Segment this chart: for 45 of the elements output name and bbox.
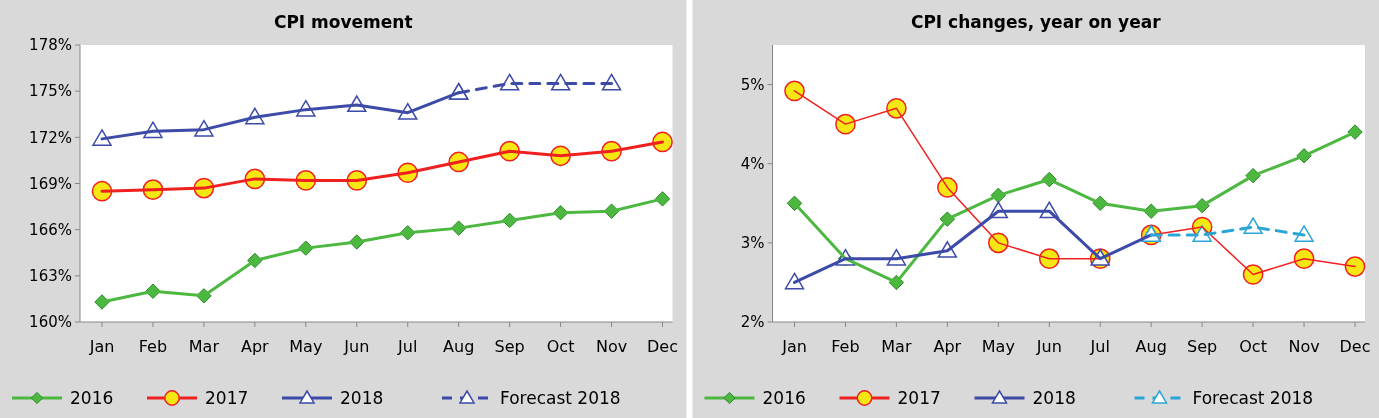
x-tick-label: Feb — [138, 337, 168, 356]
x-tick-label: Mar — [188, 337, 220, 356]
x-tick-label: Sep — [1187, 337, 1218, 356]
x-tick-label: May — [289, 337, 323, 356]
x-tick-label: Aug — [443, 337, 475, 356]
y-tick-label: 178% — [29, 36, 72, 55]
x-tick-label: Nov — [1288, 337, 1320, 356]
x-tick-label: Aug — [1135, 337, 1167, 356]
y-tick-label: 3% — [740, 234, 765, 253]
x-tick-label: Apr — [933, 337, 962, 356]
x-tick-label: Jul — [397, 337, 418, 356]
legend-label: 2018 — [1032, 387, 1076, 408]
y-tick-label: 4% — [740, 154, 765, 173]
x-tick-label: Sep — [494, 337, 525, 356]
y-tick-label: 169% — [29, 174, 72, 193]
x-tick-label: Dec — [1339, 337, 1371, 356]
x-tick-label: May — [981, 337, 1015, 356]
y-tick-label: 163% — [29, 267, 72, 286]
legend-label: Forecast 2018 — [500, 387, 621, 408]
chart-title: CPI movement — [273, 12, 413, 32]
x-tick-label: Oct — [1239, 337, 1267, 356]
legend-label: 2018 — [340, 387, 384, 408]
x-tick-label: Jun — [1035, 337, 1062, 356]
x-tick-label: Dec — [647, 337, 678, 356]
x-tick-label: Apr — [241, 337, 270, 356]
y-tick-label: 166% — [29, 220, 72, 239]
x-tick-label: Feb — [831, 337, 860, 356]
legend-label: 2016 — [70, 387, 114, 408]
x-tick-label: Jul — [1089, 337, 1110, 356]
x-tick-label: Nov — [595, 337, 628, 356]
x-tick-label: Jun — [343, 337, 370, 356]
x-tick-label: Oct — [546, 337, 575, 356]
y-tick-label: 5% — [740, 75, 765, 94]
x-tick-label: Mar — [881, 337, 912, 356]
y-tick-label: 172% — [29, 128, 72, 147]
y-tick-label: 175% — [29, 82, 72, 101]
legend-label: 2017 — [897, 387, 941, 408]
legend-label: 2017 — [205, 387, 249, 408]
x-tick-label: Jan — [781, 337, 807, 356]
legend-label: 2016 — [762, 387, 806, 408]
legend-label: Forecast 2018 — [1192, 387, 1314, 408]
y-tick-label: 2% — [740, 313, 765, 332]
y-tick-label: 160% — [29, 313, 72, 332]
chart-title: CPI changes, year on year — [910, 12, 1162, 32]
x-tick-label: Jan — [88, 337, 115, 356]
